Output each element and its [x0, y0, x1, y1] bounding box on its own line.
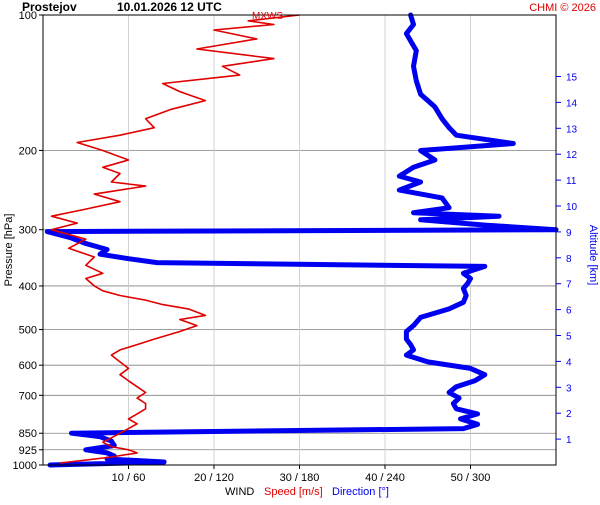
altitude-tick-label: 11	[566, 176, 577, 187]
altitude-tick-label: 15	[566, 73, 578, 84]
wind-tick-label: 20 / 120	[194, 472, 234, 484]
altitude-tick-label: 2	[566, 409, 572, 420]
altitude-tick-label: 4	[566, 357, 572, 368]
altitude-tick-label: 8	[566, 254, 572, 265]
y-axis-title: Pressure [hPa]	[3, 214, 15, 287]
altitude-tick-label: 3	[566, 383, 572, 394]
right-axis-title: Altitude [km]	[587, 225, 599, 286]
pressure-tick-label: 200	[19, 145, 37, 157]
altitude-tick-label: 10	[566, 202, 578, 213]
pressure-tick-label: 400	[19, 281, 37, 293]
datetime-title: 10.01.2026 12 UTC	[117, 0, 222, 14]
direction-series-line	[44, 12, 559, 468]
altitude-tick-label: 9	[566, 228, 572, 239]
wind-tick-label: 40 / 240	[365, 472, 405, 484]
x-axis-speed-label: Speed [m/s]	[264, 486, 323, 498]
altitude-tick-label: 1	[566, 435, 572, 446]
x-axis-direction-label: Direction [°]	[332, 486, 389, 498]
pressure-tick-label: 300	[19, 225, 37, 237]
pressure-tick-label: 700	[19, 390, 37, 402]
pressure-tick-label: 600	[19, 360, 37, 372]
station-title: Prostejov	[22, 0, 77, 14]
series-tag: MXWS	[252, 11, 283, 22]
altitude-tick-label: 12	[566, 150, 578, 161]
copyright-text: CHMI © 2026	[529, 2, 596, 14]
pressure-tick-label: 100	[19, 10, 37, 22]
wind-tick-label: 30 / 180	[280, 472, 320, 484]
altitude-tick-label: 6	[566, 306, 572, 317]
pressure-tick-label: 1000	[13, 460, 37, 472]
x-axis-title: WIND	[225, 486, 254, 498]
altitude-tick-label: 13	[566, 124, 578, 135]
speed-series-line	[50, 14, 300, 464]
altitude-tick-label: 7	[566, 280, 572, 291]
label-layer: Prostejov 10.01.2026 12 UTC CHMI © 2026 …	[3, 0, 599, 498]
wind-tick-label: 50 / 300	[451, 472, 491, 484]
pressure-tick-label: 500	[19, 325, 37, 337]
altitude-tick-label: 5	[566, 332, 572, 343]
pressure-tick-label: 925	[19, 445, 37, 457]
altitude-tick-label: 14	[566, 98, 578, 109]
grid-layer	[43, 15, 556, 465]
pressure-tick-label: 850	[19, 428, 37, 440]
series-layer	[44, 12, 559, 468]
wind-tick-label: 10 / 60	[112, 472, 146, 484]
